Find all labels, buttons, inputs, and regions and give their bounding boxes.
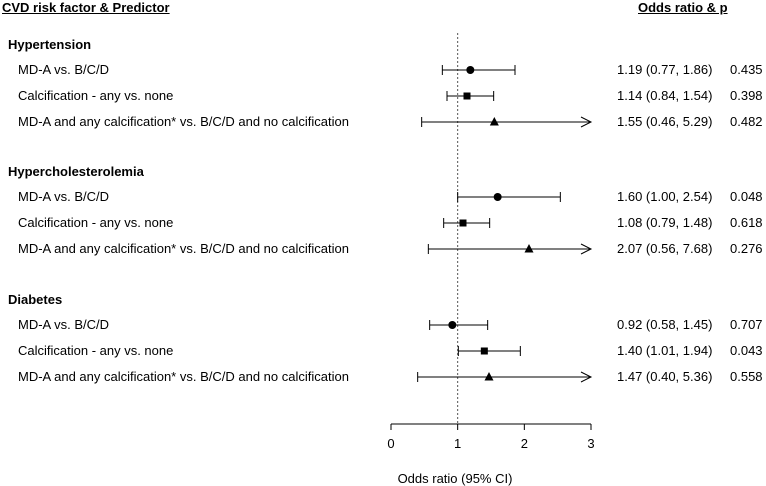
odds-ratio-ci-text: 2.07 (0.56, 7.68) <box>617 241 713 256</box>
predictor-label: Calcification - any vs. none <box>18 215 174 230</box>
point-estimate-circle <box>493 193 502 201</box>
p-value: 0.618 <box>730 215 763 230</box>
predictor-label: MD-A vs. B/C/D <box>18 189 110 204</box>
ci-arrow-head <box>580 116 593 128</box>
predictor-label: Calcification - any vs. none <box>18 88 174 103</box>
group-title: Hypertension <box>8 37 92 52</box>
point-estimate-triangle <box>524 244 534 253</box>
p-value: 0.482 <box>730 114 763 129</box>
group-title: Hypercholesterolemia <box>8 164 144 179</box>
x-tick-label: 1 <box>454 436 461 451</box>
predictor-label: MD-A and any calcification* vs. B/C/D an… <box>18 369 349 384</box>
odds-ratio-ci-text: 1.40 (1.01, 1.94) <box>617 343 713 358</box>
ci-arrow-head <box>580 243 593 255</box>
predictor-label: Calcification - any vs. none <box>18 343 174 358</box>
odds-ratio-ci-text: 1.19 (0.77, 1.86) <box>617 62 713 77</box>
p-value: 0.048 <box>730 189 763 204</box>
p-value: 0.707 <box>730 317 763 332</box>
odds-ratio-ci-text: 0.92 (0.58, 1.45) <box>617 317 713 332</box>
predictor-label: MD-A vs. B/C/D <box>18 62 110 77</box>
p-value: 0.558 <box>730 369 763 384</box>
point-estimate-square <box>480 347 488 355</box>
x-tick-label: 2 <box>521 436 528 451</box>
odds-ratio-ci-text: 1.47 (0.40, 5.36) <box>617 369 713 384</box>
group-title: Diabetes <box>8 292 63 307</box>
odds-ratio-ci-text: 1.14 (0.84, 1.54) <box>617 88 713 103</box>
p-value: 0.435 <box>730 62 763 77</box>
p-value: 0.398 <box>730 88 763 103</box>
p-value: 0.276 <box>730 241 763 256</box>
point-estimate-square <box>463 92 471 100</box>
point-estimate-triangle <box>489 117 499 126</box>
predictor-label: MD-A vs. B/C/D <box>18 317 110 332</box>
point-estimate-square <box>459 219 467 227</box>
x-tick-label: 3 <box>587 436 594 451</box>
odds-ratio-column-header: Odds ratio & p <box>638 0 728 15</box>
x-tick-label: 0 <box>387 436 394 451</box>
predictor-label: MD-A and any calcification* vs. B/C/D an… <box>18 241 349 256</box>
point-estimate-circle <box>448 321 457 329</box>
predictor-label: MD-A and any calcification* vs. B/C/D an… <box>18 114 349 129</box>
predictor-column-header: CVD risk factor & Predictor <box>2 0 170 15</box>
point-estimate-triangle <box>484 372 494 381</box>
point-estimate-circle <box>466 66 475 74</box>
odds-ratio-ci-text: 1.55 (0.46, 5.29) <box>617 114 713 129</box>
ci-arrow-head <box>580 371 593 383</box>
p-value: 0.043 <box>730 343 763 358</box>
x-axis-label: Odds ratio (95% CI) <box>397 471 513 486</box>
odds-ratio-ci-text: 1.08 (0.79, 1.48) <box>617 215 713 230</box>
odds-ratio-ci-text: 1.60 (1.00, 2.54) <box>617 189 713 204</box>
